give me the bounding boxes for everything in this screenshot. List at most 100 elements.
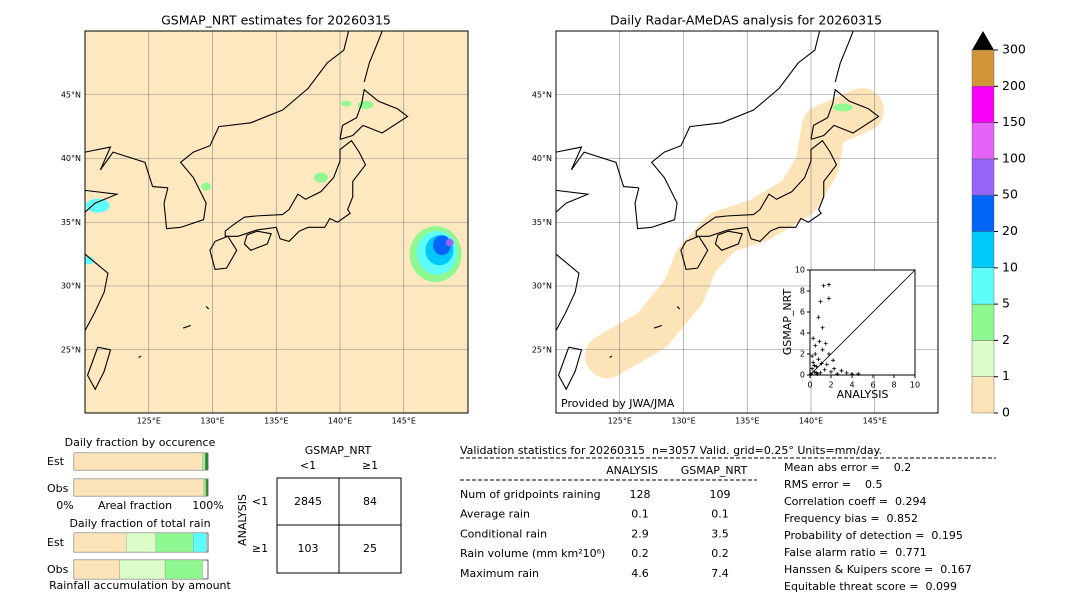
scatter-point xyxy=(824,362,829,367)
coastline xyxy=(85,253,109,331)
rain-area xyxy=(832,103,853,112)
lat-label: 35°N xyxy=(61,218,81,227)
colorbar-segment xyxy=(971,122,995,160)
stats-header: Validation statistics for 20260315 n=305… xyxy=(460,444,882,457)
coastline xyxy=(556,146,639,189)
lon-label: 145°E xyxy=(863,417,887,426)
scatter-point xyxy=(829,369,833,374)
stat-name: Maximum rain xyxy=(460,567,539,580)
score: False alarm ratio = 0.771 xyxy=(784,546,927,559)
credit: Provided by JWA/JMA xyxy=(561,397,675,410)
bar-segment xyxy=(73,532,127,553)
lat-label: 25°N xyxy=(61,345,81,354)
colorbar-extend xyxy=(972,31,994,50)
colorbar-label: 200 xyxy=(1002,78,1026,93)
bar-segment xyxy=(202,452,206,471)
col-label: ANALYSIS xyxy=(606,464,658,477)
colorbar-segment xyxy=(971,86,995,123)
x-tick-label: 6 xyxy=(870,381,875,390)
bar-segment xyxy=(73,559,120,580)
stat-value: 0.2 xyxy=(711,547,729,560)
y-axis-label: GSMAP_NRT xyxy=(781,289,794,356)
coastline xyxy=(634,31,821,230)
scatter-point xyxy=(821,283,826,288)
x-axis-label: ANALYSIS xyxy=(837,388,889,401)
colorbar-label: 50 xyxy=(1002,187,1018,202)
x-tick-label: 0 xyxy=(807,381,812,390)
coastline xyxy=(363,31,383,83)
col-label: ≥1 xyxy=(362,459,378,472)
scatter-point xyxy=(810,354,815,359)
stat-name: Rain volume (mm km²10⁶) xyxy=(460,547,605,560)
lat-label: 30°N xyxy=(61,282,81,291)
scatter-point xyxy=(839,368,844,373)
bar-segment xyxy=(73,478,205,497)
chart-title: Daily fraction of total rain xyxy=(69,517,210,530)
map-right xyxy=(556,31,938,413)
stat-value: 128 xyxy=(630,488,651,501)
col-label: GSMAP_NRT xyxy=(681,464,748,477)
scatter-point xyxy=(835,371,840,376)
table-title: ANALYSIS xyxy=(236,494,249,546)
score: RMS error = 0.5 xyxy=(784,478,882,491)
score: Probability of detection = 0.195 xyxy=(784,529,963,542)
bar-segment xyxy=(155,532,194,553)
colorbar-segment xyxy=(971,267,995,305)
coastline xyxy=(556,189,591,223)
stat-value: 0.1 xyxy=(711,508,729,521)
col-label: <1 xyxy=(300,459,316,472)
chart-title: Daily fraction by occurence xyxy=(65,436,216,449)
rain-area xyxy=(85,198,110,213)
row-label: Obs xyxy=(47,482,69,495)
scatter-point xyxy=(819,361,824,366)
coastline xyxy=(85,146,168,189)
x-tick-label: 2 xyxy=(828,381,833,390)
lat-label: 25°N xyxy=(532,345,552,354)
scatter-point xyxy=(809,371,814,376)
scatter-point xyxy=(810,366,815,371)
map-frame xyxy=(555,30,939,414)
colorbar-segment xyxy=(971,303,995,341)
stat-value: 3.5 xyxy=(711,527,729,540)
scatter-point xyxy=(816,315,821,320)
lon-label: 140°E xyxy=(799,417,823,426)
score: Frequency bias = 0.852 xyxy=(784,512,918,525)
coastline xyxy=(556,253,580,331)
radar-coverage xyxy=(585,88,884,379)
table-title: GSMAP_NRT xyxy=(305,444,372,457)
scatter-point xyxy=(814,364,819,369)
scatter-point xyxy=(844,370,849,375)
diagonal xyxy=(809,269,916,376)
coastline xyxy=(86,346,112,391)
colorbar-segment xyxy=(971,376,995,414)
stat-value: 2.9 xyxy=(631,527,649,540)
coastline xyxy=(138,355,142,358)
stat-value: 7.4 xyxy=(711,567,729,580)
row-label: Obs xyxy=(47,563,69,576)
stat-value: 4.6 xyxy=(631,567,649,580)
map-title: Daily Radar-AMeDAS analysis for 20260315 xyxy=(610,13,882,28)
scatter-point xyxy=(811,360,816,365)
y-tick-label: 10 xyxy=(795,266,805,275)
lat-label: 40°N xyxy=(61,154,81,163)
stat-value: 109 xyxy=(710,488,731,501)
colorbar-label: 300 xyxy=(1002,42,1026,57)
score: Mean abs error = 0.2 xyxy=(784,461,911,474)
lon-label: 135°E xyxy=(735,417,759,426)
table-cell: 84 xyxy=(363,495,377,508)
lat-label: 30°N xyxy=(532,282,552,291)
coastline xyxy=(609,355,613,358)
scatter-point xyxy=(812,369,817,374)
lat-label: 35°N xyxy=(532,218,552,227)
y-tick-label: 6 xyxy=(800,308,805,317)
scatter-point xyxy=(832,366,837,371)
lon-label: 135°E xyxy=(264,417,288,426)
stat-value: 0.1 xyxy=(631,508,649,521)
rain-area xyxy=(341,100,352,107)
coastline xyxy=(205,306,210,310)
axis-label: 100% xyxy=(192,499,223,512)
scatter-point xyxy=(850,371,854,376)
coastline xyxy=(557,346,583,391)
stat-name: Conditional rain xyxy=(460,527,547,540)
colorbar-label: 1 xyxy=(1002,368,1010,383)
